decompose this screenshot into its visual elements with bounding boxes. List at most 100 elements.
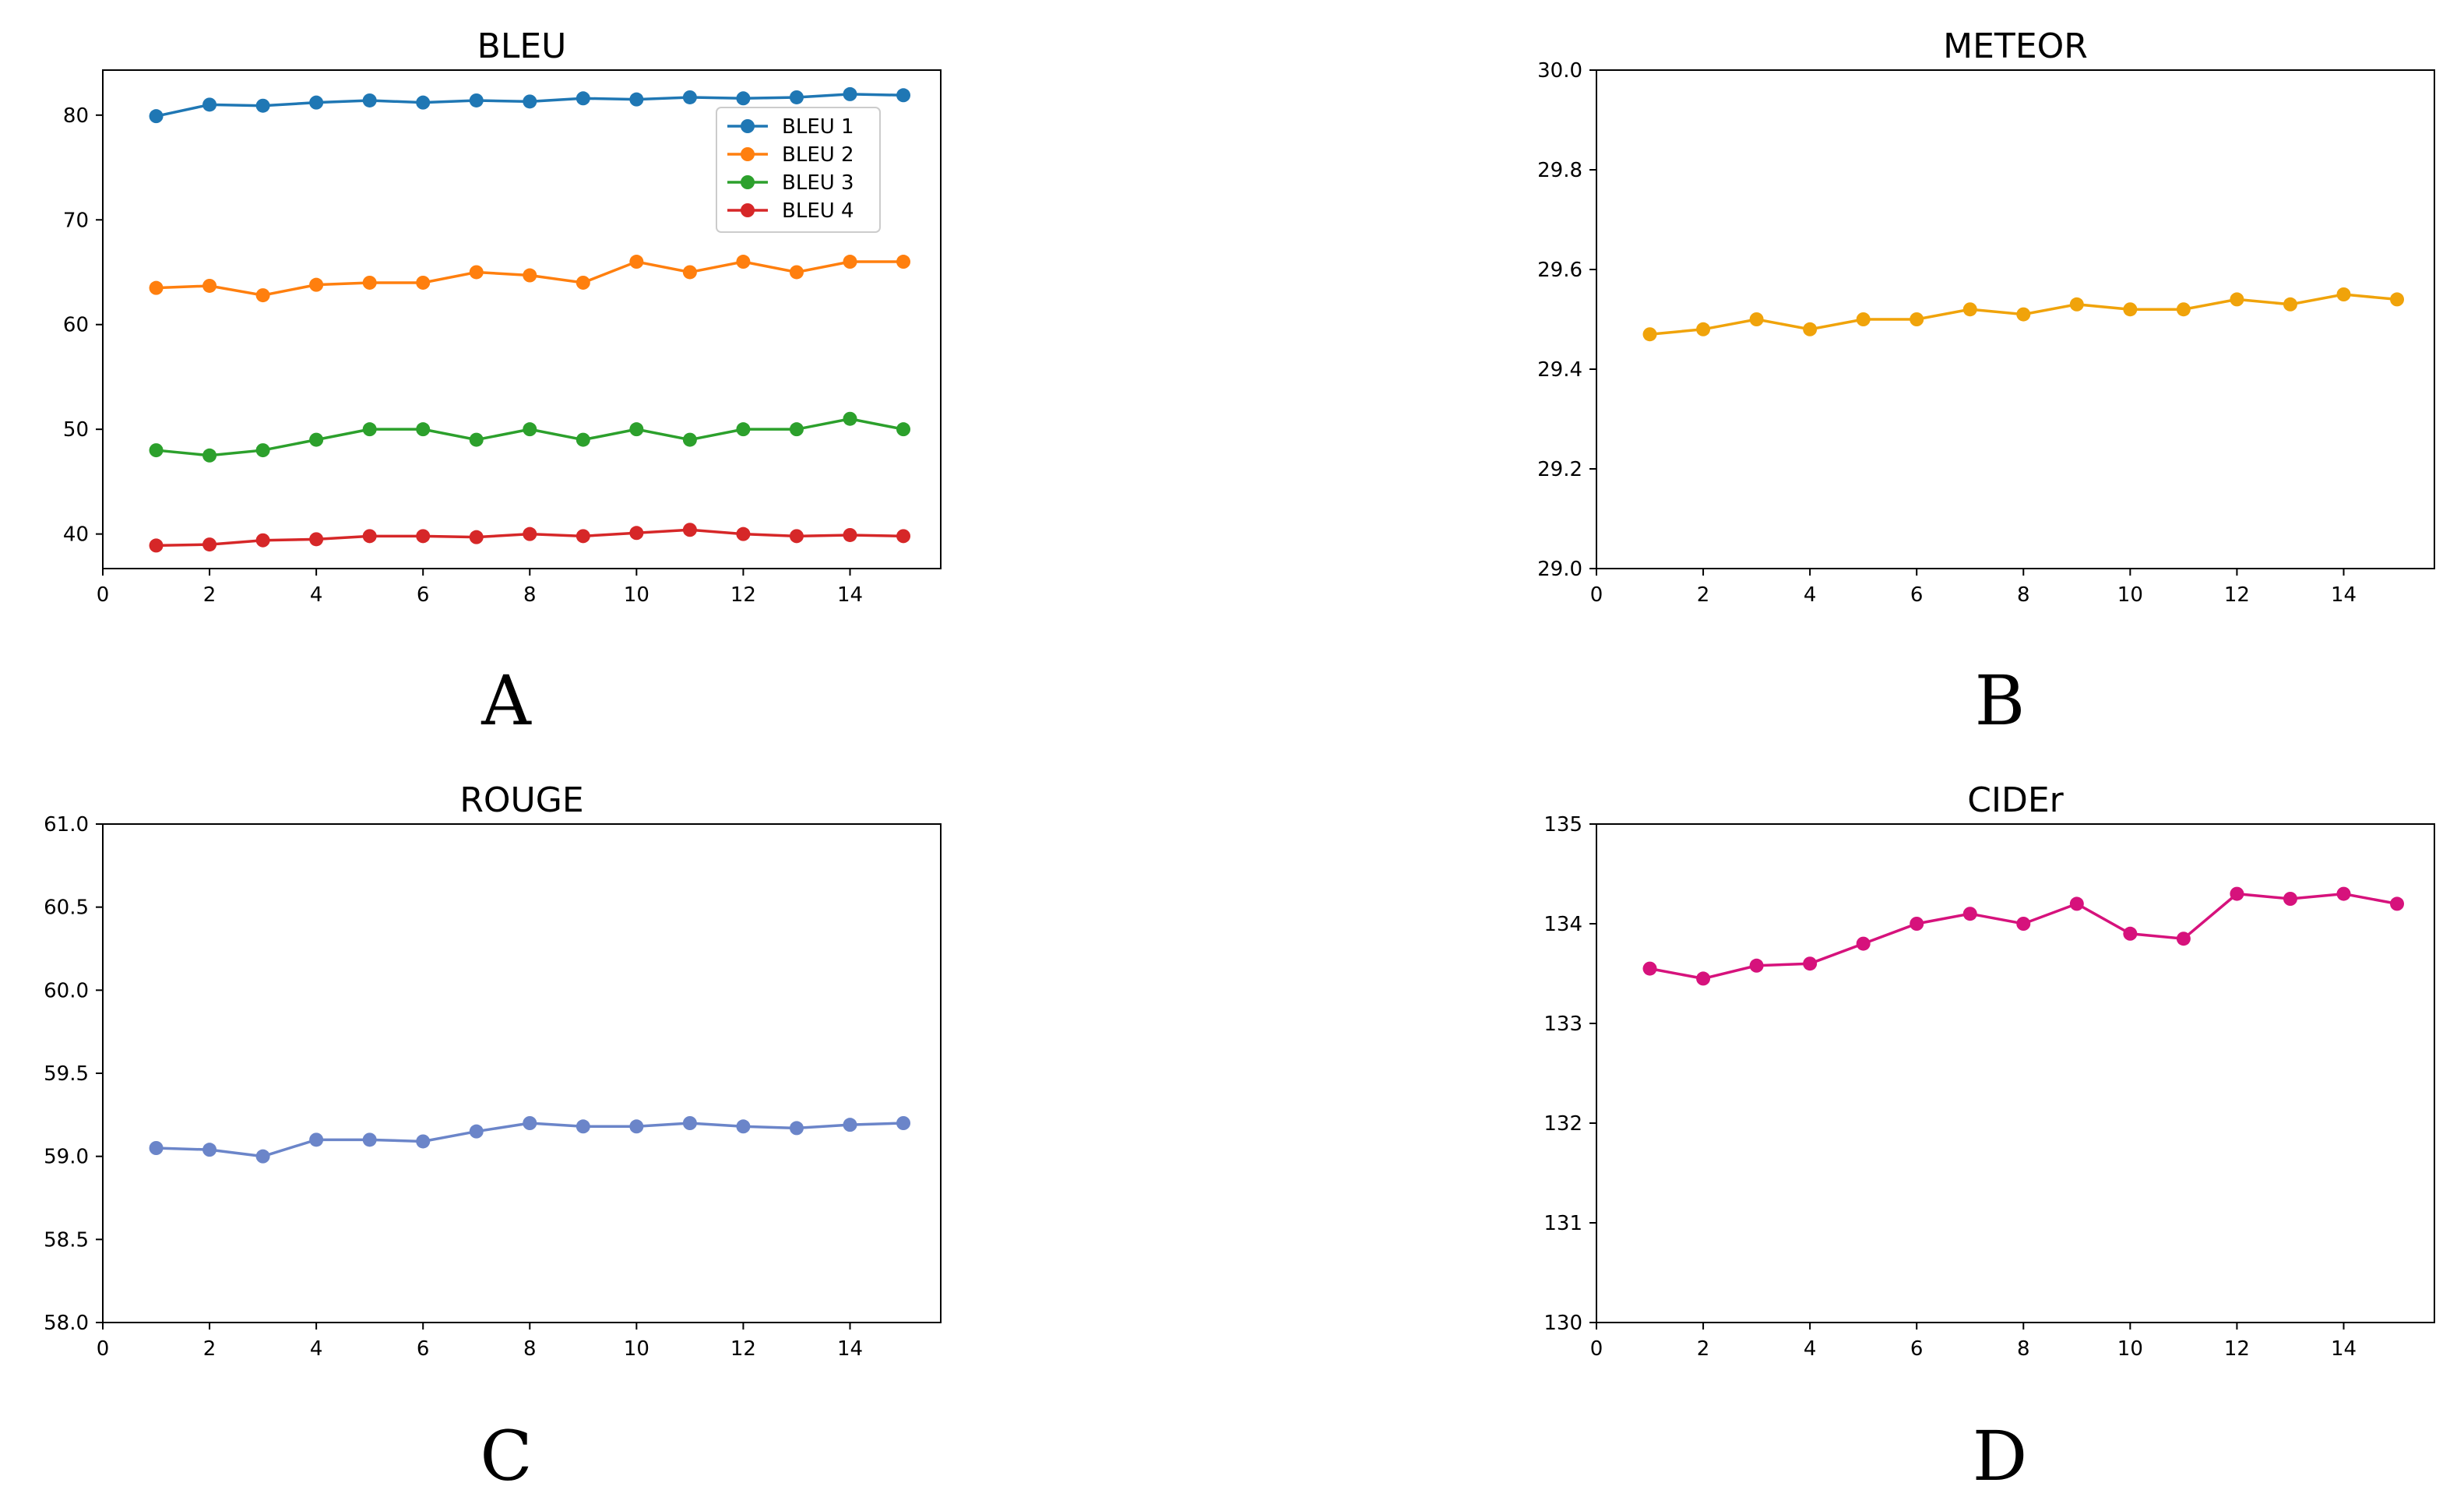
y-tick-label: 70 xyxy=(63,209,89,232)
data-point xyxy=(736,527,751,541)
x-tick-label: 2 xyxy=(1697,1337,1710,1361)
y-tick-label: 29.8 xyxy=(1537,159,1582,182)
data-point xyxy=(416,95,431,110)
data-point xyxy=(202,97,217,112)
y-tick-label: 29.0 xyxy=(1537,558,1582,581)
data-point xyxy=(362,422,377,437)
data-point xyxy=(2283,297,2297,312)
x-tick-label: 10 xyxy=(624,583,649,607)
data-point xyxy=(1803,322,1818,336)
x-tick-label: 12 xyxy=(730,583,756,607)
legend-marker xyxy=(741,119,755,133)
data-point xyxy=(843,86,857,101)
y-tick-label: 29.4 xyxy=(1537,358,1582,382)
x-tick-label: 8 xyxy=(2017,1337,2030,1361)
series-bleu-3 xyxy=(149,411,911,463)
panel-letter: A xyxy=(480,660,532,741)
data-point xyxy=(2016,917,2031,931)
series-cider xyxy=(1642,886,2405,986)
data-point xyxy=(789,1121,804,1136)
data-point xyxy=(149,538,164,553)
data-point xyxy=(202,537,217,552)
chart-title: CIDEr xyxy=(1967,780,2064,820)
data-point xyxy=(469,530,484,544)
y-tick-label: 58.0 xyxy=(44,1312,89,1335)
x-tick-label: 4 xyxy=(1804,1337,1817,1361)
data-point xyxy=(523,527,537,541)
data-point xyxy=(202,448,217,463)
series-rouge xyxy=(149,1116,911,1164)
y-tick-label: 59.0 xyxy=(44,1146,89,1169)
y-tick-label: 60.5 xyxy=(44,896,89,920)
data-point xyxy=(149,280,164,295)
data-point xyxy=(789,422,804,437)
data-point xyxy=(523,268,537,283)
y-tick-label: 30.0 xyxy=(1537,59,1582,83)
plot-frame xyxy=(102,823,942,1323)
data-point xyxy=(362,275,377,290)
data-point xyxy=(2230,292,2244,307)
chart-title: BLEU xyxy=(477,26,567,66)
legend: BLEU 1 BLEU 2 BLEU 3 BLEU 4 xyxy=(716,107,881,233)
data-point xyxy=(309,532,324,547)
data-point xyxy=(1749,312,1764,326)
data-point xyxy=(629,526,644,541)
y-tick-label: 61.0 xyxy=(44,813,89,837)
data-point xyxy=(2336,287,2351,301)
data-point xyxy=(309,432,324,447)
data-point xyxy=(2123,302,2138,317)
data-point xyxy=(682,265,697,280)
data-point xyxy=(1642,961,1657,976)
y-tick-label: 58.5 xyxy=(44,1228,89,1252)
y-tick-label: 59.5 xyxy=(44,1062,89,1086)
data-point xyxy=(1749,958,1764,973)
x-tick-label: 12 xyxy=(2224,1337,2250,1361)
plot-frame xyxy=(1596,823,2435,1323)
data-point xyxy=(576,529,590,544)
data-point xyxy=(255,1149,270,1164)
data-point xyxy=(629,92,644,107)
data-point xyxy=(576,432,590,447)
data-point xyxy=(736,422,751,437)
data-point xyxy=(149,109,164,124)
data-point xyxy=(149,443,164,458)
data-point xyxy=(2069,297,2084,312)
data-point xyxy=(1696,971,1711,986)
data-point xyxy=(416,529,431,544)
panel-letter: D xyxy=(1973,1416,2028,1496)
data-point xyxy=(2176,302,2191,317)
x-tick-label: 10 xyxy=(2117,583,2143,607)
x-tick-label: 6 xyxy=(417,583,430,607)
data-point xyxy=(1642,327,1657,342)
legend-marker xyxy=(741,147,755,161)
x-tick-label: 2 xyxy=(1697,583,1710,607)
data-point xyxy=(2016,307,2031,322)
data-point xyxy=(255,443,270,458)
data-point xyxy=(843,411,857,426)
x-tick-label: 2 xyxy=(203,583,216,607)
data-point xyxy=(896,255,911,269)
y-tick-label: 50 xyxy=(63,418,89,442)
data-point xyxy=(523,1116,537,1130)
data-point xyxy=(416,422,431,437)
chart-title: ROUGE xyxy=(459,780,583,820)
data-point xyxy=(469,93,484,107)
x-tick-label: 0 xyxy=(1590,583,1603,607)
data-point xyxy=(1910,917,1924,931)
y-tick-label: 60.0 xyxy=(44,979,89,1002)
y-tick-label: 29.6 xyxy=(1537,259,1582,282)
data-point xyxy=(1803,956,1818,971)
data-point xyxy=(416,1134,431,1149)
series-bleu-4 xyxy=(149,523,911,553)
data-point xyxy=(2390,292,2405,307)
data-point xyxy=(255,288,270,303)
data-point xyxy=(2336,886,2351,901)
data-point xyxy=(2176,932,2191,946)
y-tick-label: 134 xyxy=(1544,913,1582,936)
x-tick-label: 10 xyxy=(2117,1337,2143,1361)
data-point xyxy=(469,265,484,280)
y-tick-label: 131 xyxy=(1544,1212,1582,1235)
data-point xyxy=(736,255,751,269)
